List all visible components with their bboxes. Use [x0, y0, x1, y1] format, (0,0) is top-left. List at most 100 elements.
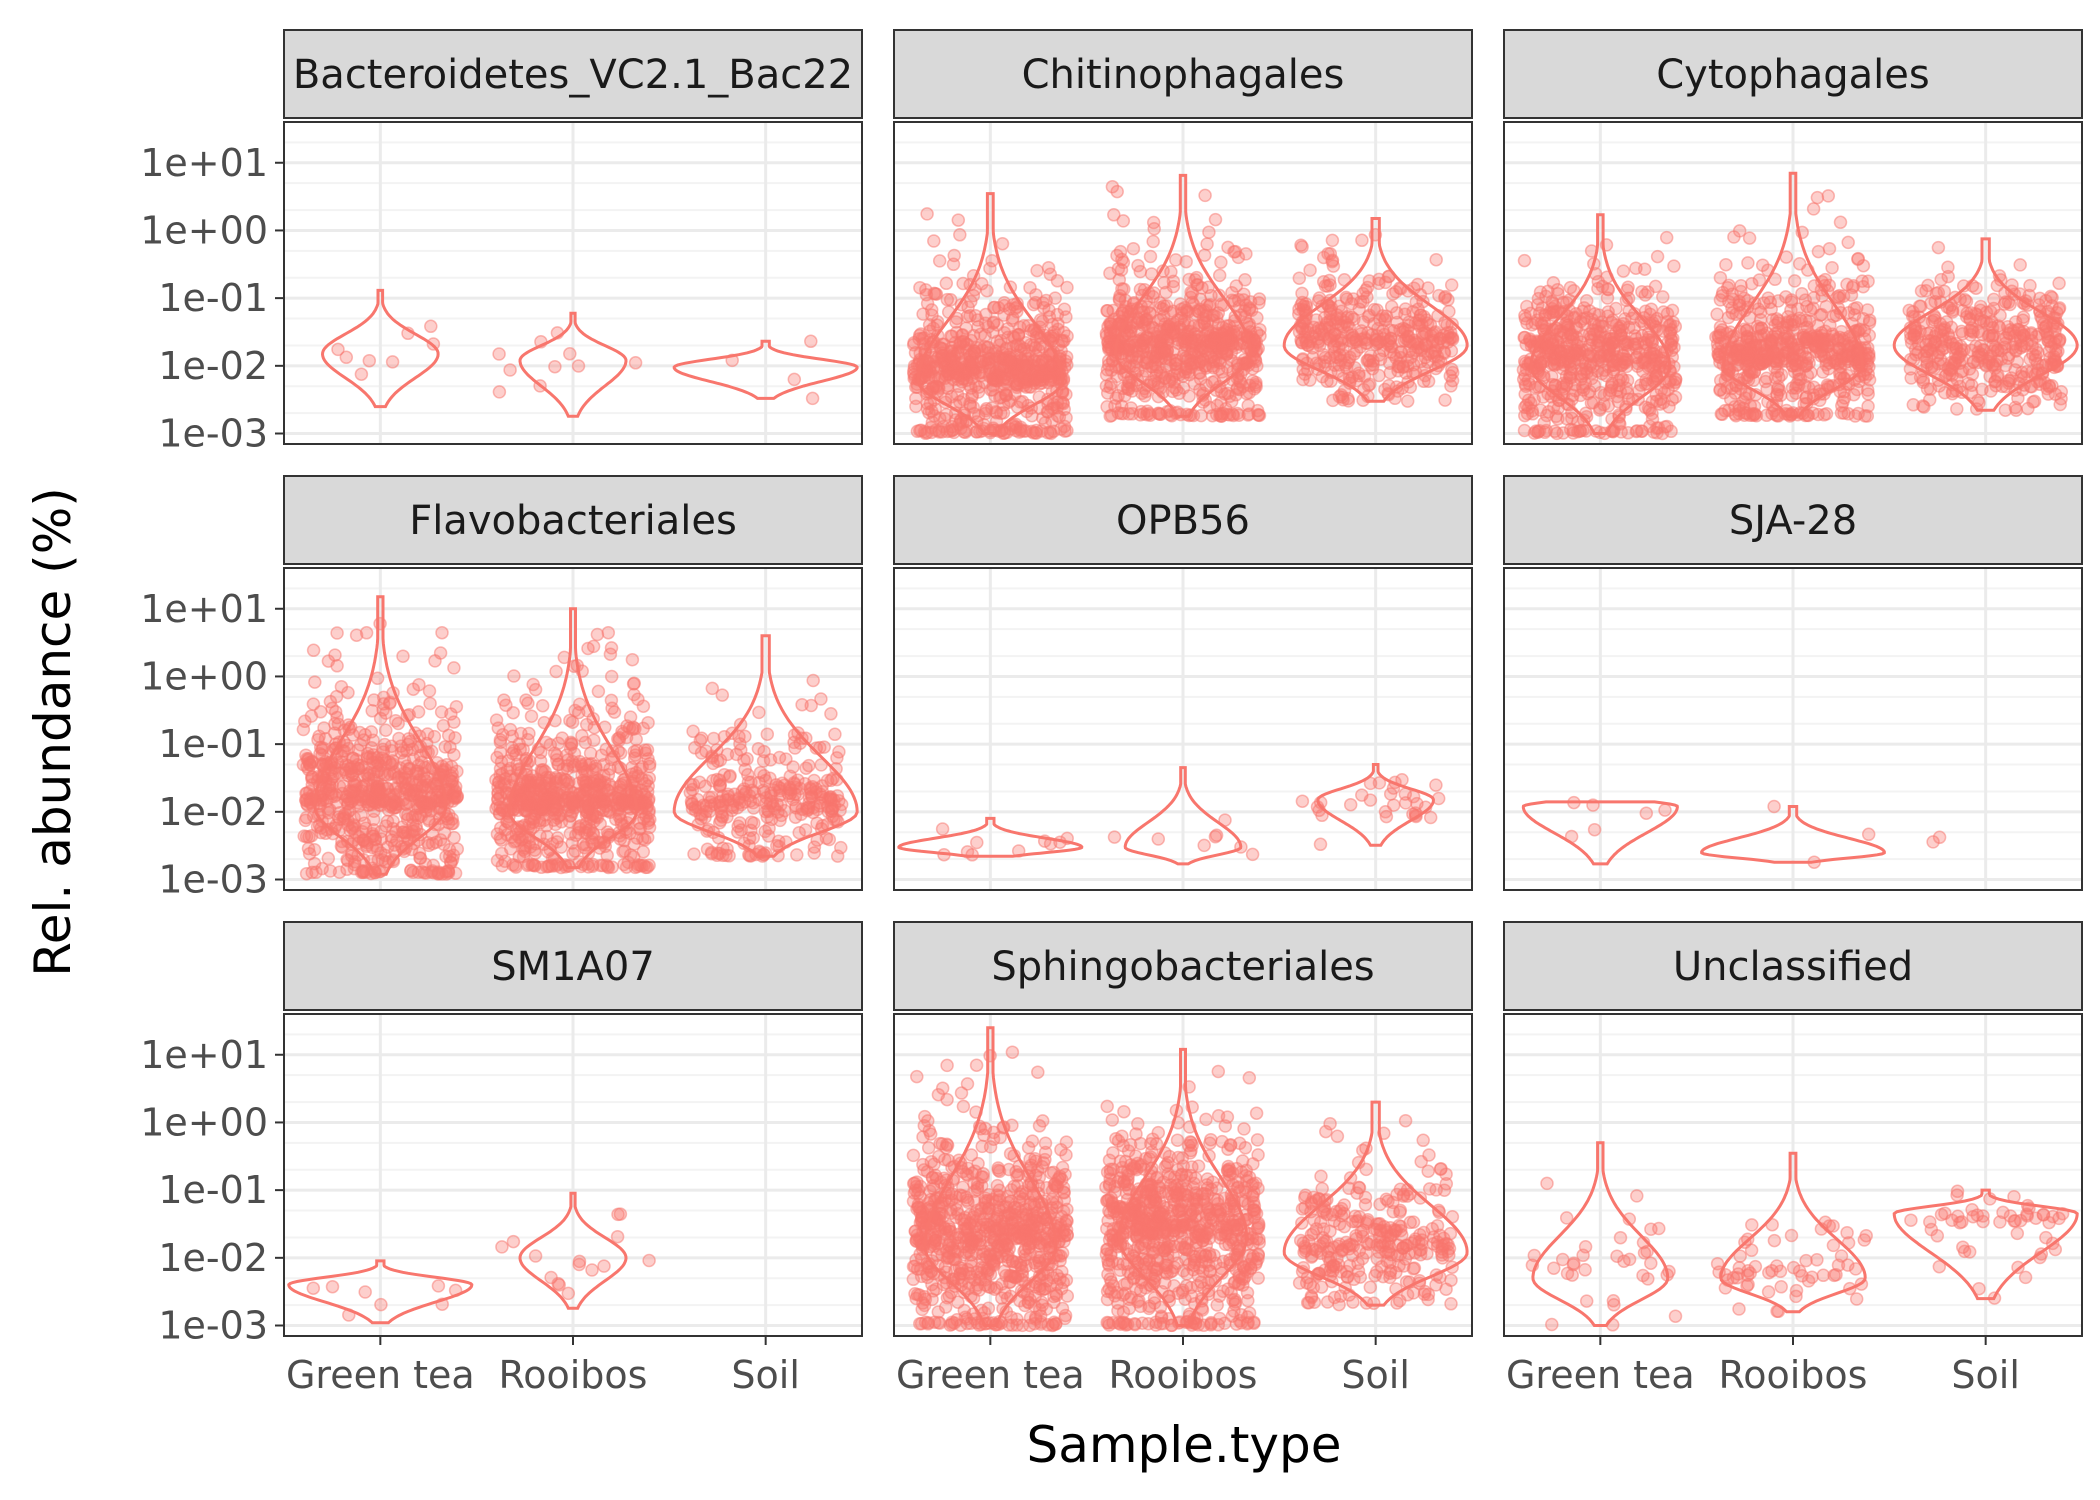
- data-point: [1811, 244, 1826, 259]
- data-point: [2052, 276, 2066, 291]
- data-point: [412, 846, 427, 861]
- data-point: [296, 722, 311, 737]
- data-point: [522, 835, 536, 850]
- data-point: [1378, 275, 1393, 290]
- panel-content: [320, 288, 859, 418]
- data-point: [1964, 328, 1978, 342]
- data-point: [954, 421, 968, 436]
- data-point: [1973, 303, 1988, 318]
- points-green-tea: [906, 207, 1074, 441]
- data-point: [2045, 290, 2059, 305]
- strip-background: [283, 29, 863, 119]
- data-point: [359, 839, 374, 854]
- data-point: [565, 715, 580, 729]
- data-point: [424, 319, 438, 334]
- data-point: [331, 342, 345, 357]
- data-point: [1761, 291, 1775, 305]
- data-point: [1710, 337, 1725, 351]
- data-point: [1786, 323, 1800, 338]
- data-point: [1122, 382, 1136, 397]
- data-point: [1023, 280, 1037, 295]
- data-point: [1400, 394, 1415, 408]
- data-point: [1592, 403, 1607, 417]
- data-point: [940, 424, 954, 439]
- data-point: [943, 349, 958, 364]
- data-point: [992, 338, 1007, 352]
- data-point: [919, 283, 933, 297]
- data-point: [572, 697, 587, 711]
- data-point: [604, 641, 619, 655]
- data-point: [595, 788, 609, 802]
- data-point: [1214, 255, 1228, 270]
- data-point: [964, 294, 978, 309]
- data-point: [535, 698, 550, 713]
- strip-label: Flavobacteriales: [409, 498, 737, 544]
- data-point: [2054, 391, 2068, 406]
- data-point: [612, 733, 626, 748]
- data-point: [341, 741, 356, 756]
- facet-panels: Bacteroidetes_VC2.1_Bac221e+011e+001e-01…: [140, 29, 2083, 1397]
- data-point: [401, 808, 415, 822]
- panel-chitinophagales: Chitinophagales: [893, 29, 1473, 445]
- data-point: [496, 727, 510, 742]
- data-point: [2004, 371, 2019, 385]
- data-point: [332, 865, 347, 879]
- data-point: [328, 717, 342, 731]
- data-point: [628, 860, 642, 875]
- data-point: [922, 318, 937, 332]
- data-point: [1856, 312, 1871, 326]
- data-point: [1969, 281, 1983, 295]
- data-point: [1841, 339, 1855, 353]
- data-point: [1941, 260, 1955, 275]
- data-point: [1159, 299, 1174, 313]
- data-point: [1166, 274, 1181, 289]
- data-point: [521, 799, 535, 813]
- data-point: [372, 798, 386, 812]
- data-point: [1118, 389, 1132, 403]
- data-point: [1602, 386, 1617, 400]
- data-point: [985, 383, 1000, 397]
- data-point: [1799, 331, 1813, 346]
- data-point: [449, 699, 464, 714]
- data-point: [804, 334, 818, 349]
- data-point: [375, 786, 390, 801]
- data-point: [1547, 357, 1561, 371]
- data-point: [640, 785, 655, 799]
- data-point: [1983, 369, 1997, 384]
- data-point: [1295, 240, 1309, 254]
- data-point: [1153, 296, 1167, 310]
- data-point: [1167, 380, 1182, 395]
- data-point: [383, 799, 398, 814]
- data-point: [2016, 310, 2031, 324]
- data-point: [2002, 327, 2017, 341]
- data-point: [1811, 407, 1825, 422]
- data-point: [602, 777, 617, 792]
- strip-label: Cytophagales: [1656, 52, 1929, 98]
- data-point: [1592, 308, 1606, 322]
- y-tick-label: 1e-01: [158, 276, 268, 320]
- data-point: [1170, 366, 1185, 380]
- data-point: [1016, 359, 1031, 373]
- data-point: [1143, 249, 1158, 264]
- data-point: [332, 779, 347, 794]
- data-point: [986, 373, 1001, 387]
- data-point: [1769, 326, 1783, 341]
- data-point: [994, 406, 1008, 421]
- data-point: [1641, 401, 1656, 416]
- data-point: [386, 754, 400, 768]
- data-point: [1228, 244, 1243, 259]
- data-point: [1125, 320, 1139, 334]
- data-point: [963, 309, 977, 323]
- data-point: [1214, 345, 1229, 360]
- data-point: [591, 684, 606, 699]
- data-point: [402, 762, 416, 776]
- data-point: [599, 803, 613, 818]
- data-point: [530, 775, 544, 789]
- data-point: [1520, 299, 1534, 314]
- data-point: [325, 789, 339, 804]
- data-point: [384, 739, 399, 753]
- data-point: [1627, 321, 1641, 335]
- data-point: [572, 820, 586, 834]
- data-point: [524, 709, 539, 723]
- data-point: [1111, 406, 1126, 420]
